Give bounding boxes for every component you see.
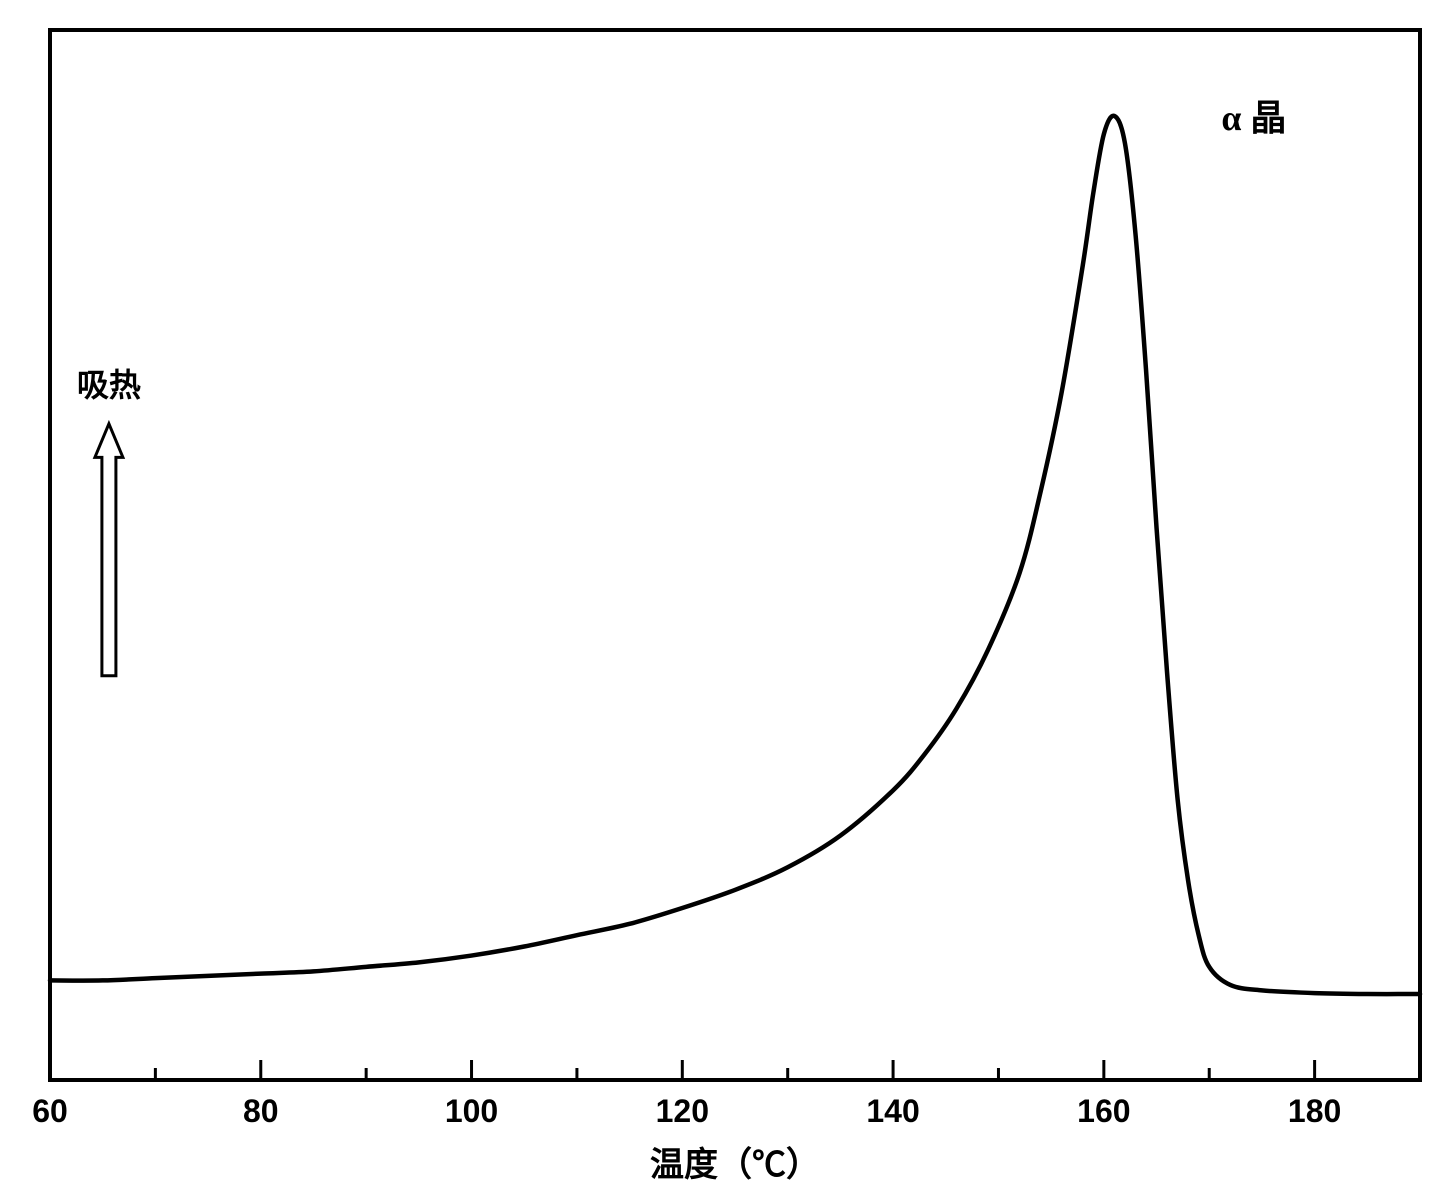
x-tick-label: 120 xyxy=(656,1093,709,1129)
peak-annotation: α 晶 xyxy=(1221,98,1286,138)
x-tick-label: 100 xyxy=(445,1093,498,1129)
x-tick-label: 140 xyxy=(866,1093,919,1129)
x-tick-label: 160 xyxy=(1077,1093,1130,1129)
x-tick-label: 80 xyxy=(243,1093,279,1129)
endothermic-label: 吸热 xyxy=(77,367,141,403)
chart-svg: 60 80 100 120 140 160 180 温度（℃） α 晶吸热 xyxy=(0,0,1434,1204)
x-tick-label: 180 xyxy=(1288,1093,1341,1129)
x-axis-label: 温度（℃） xyxy=(650,1145,820,1184)
x-tick-label: 60 xyxy=(32,1093,68,1129)
dsc-chart: 60 80 100 120 140 160 180 温度（℃） α 晶吸热 xyxy=(0,0,1434,1204)
